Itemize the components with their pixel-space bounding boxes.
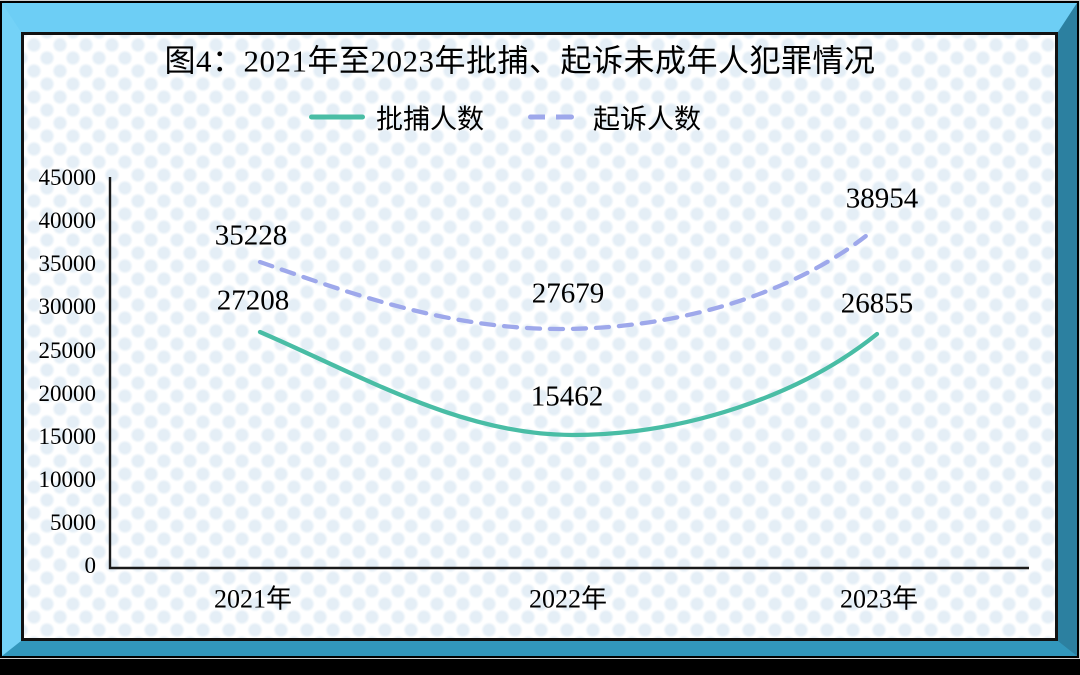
data-label-arrest-2022: 15462 bbox=[530, 380, 604, 413]
legend-label-prosecute: 起诉人数 bbox=[593, 104, 701, 135]
data-label-arrest-2023: 26855 bbox=[840, 287, 914, 320]
y-tick: 0 bbox=[84, 553, 97, 578]
chart-title: 图4：2021年至2023年批捕、起诉未成年人犯罪情况 bbox=[164, 43, 876, 79]
y-tick: 30000 bbox=[38, 294, 97, 319]
y-tick: 25000 bbox=[38, 338, 97, 363]
data-label-prosecute-2021: 35228 bbox=[214, 219, 288, 252]
y-tick: 20000 bbox=[38, 381, 97, 406]
y-tick: 15000 bbox=[38, 424, 97, 449]
y-tick: 35000 bbox=[38, 251, 97, 276]
data-label-prosecute-2023: 38954 bbox=[845, 182, 919, 215]
x-label-2021: 2021年 bbox=[213, 584, 293, 614]
legend: 批捕人数 起诉人数 bbox=[309, 98, 701, 137]
legend-label-arrest: 批捕人数 bbox=[376, 104, 484, 135]
solid-line-swatch-icon bbox=[309, 114, 365, 120]
y-tick: 10000 bbox=[38, 467, 97, 492]
y-tick: 45000 bbox=[38, 165, 97, 190]
data-label-arrest-2021: 27208 bbox=[216, 284, 290, 317]
data-label-prosecute-2022: 27679 bbox=[531, 277, 605, 310]
x-label-2022: 2022年 bbox=[528, 584, 608, 614]
y-tick: 5000 bbox=[50, 510, 96, 535]
y-tick: 40000 bbox=[38, 208, 97, 233]
dashed-line-swatch-icon bbox=[528, 114, 574, 120]
x-label-2023: 2023年 bbox=[839, 584, 919, 614]
